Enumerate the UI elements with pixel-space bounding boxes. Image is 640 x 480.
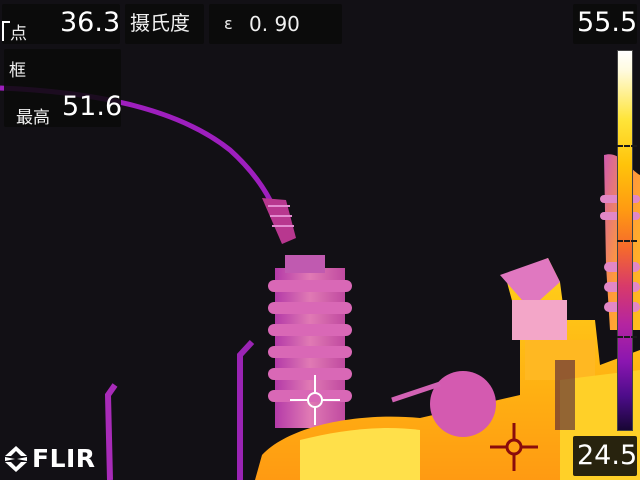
spot-crosshair-icon[interactable] [290,375,340,425]
box-measurement-panel[interactable]: 框 最高 51.6 [4,49,123,128]
flir-logo: FLIR [4,444,96,473]
flir-logo-icon [5,445,27,472]
emissivity-panel[interactable]: ε 0. 90 [209,4,342,44]
scale-max-value: 55.5 [577,7,638,38]
scale-min-value: 24.5 [577,440,638,471]
unit-label: 摄氏度 [130,11,190,35]
hotspot-marker-icon[interactable] [489,422,539,472]
logo-text: FLIR [32,444,96,473]
spot-readout-panel[interactable]: 点 36.3 [2,4,120,44]
scale-max-panel[interactable]: 55.5 [573,4,637,44]
box-max-label: 最高 [16,108,50,128]
emissivity-value: 0. 90 [249,12,300,36]
scale-tick [617,240,637,242]
box-max-value: 51.6 [62,91,123,122]
scale-tick [617,145,637,147]
scale-tick [617,336,637,338]
spot-corner-icon [2,21,10,41]
spot-label: 点 [10,24,27,44]
unit-panel[interactable]: 摄氏度 [125,4,204,44]
emissivity-symbol: ε [224,14,233,33]
spot-value: 36.3 [60,7,121,38]
box-label: 框 [9,61,26,81]
scale-min-panel[interactable]: 24.5 [573,436,637,476]
